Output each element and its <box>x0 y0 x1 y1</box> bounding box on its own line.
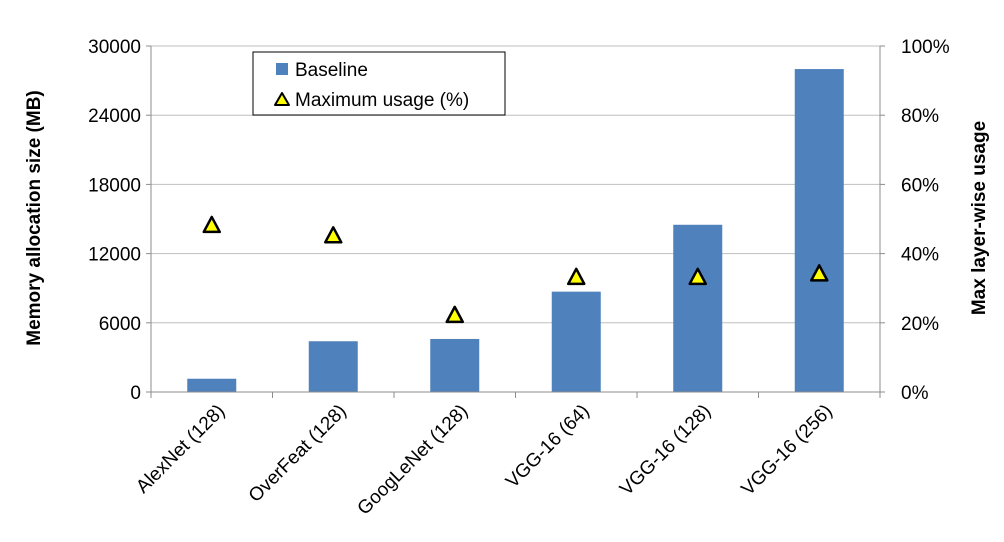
max-usage-marker <box>324 226 343 244</box>
max-usage-marker <box>445 305 464 324</box>
y-tick-label-right: 60% <box>901 175 939 196</box>
bar <box>308 341 358 392</box>
max-usage-marker <box>810 264 829 282</box>
max-usage-marker <box>202 215 221 234</box>
axes <box>146 45 885 398</box>
legend: Baseline Maximum usage (%) <box>252 51 506 116</box>
bar <box>430 338 480 392</box>
category-label: VGG-16 (256) <box>738 401 837 500</box>
y-tick-label-right: 100% <box>901 37 950 58</box>
y-tick-label-left: 6000 <box>99 314 141 335</box>
right-tick-labels: 0% 20% 40% 60% 80% 100% <box>901 37 950 404</box>
legend-label-max-usage: Maximum usage (%) <box>295 90 469 111</box>
max-usage-marker <box>688 267 707 286</box>
left-tick-labels: 0 6000 12000 18000 24000 30000 <box>88 37 141 404</box>
y-axis-title-left: Memory allocation size (MB) <box>24 90 45 346</box>
bar <box>673 224 723 392</box>
category-label: GoogLeNet (128) <box>354 401 473 520</box>
y-tick-label-left: 24000 <box>88 106 141 127</box>
category-label: OverFeat (128) <box>245 401 351 507</box>
category-label: VGG-16 (128) <box>616 401 715 500</box>
category-label: VGG-16 (64) <box>502 401 594 493</box>
y-tick-label-left: 0 <box>130 383 141 404</box>
bar <box>794 69 844 393</box>
y-tick-label-right: 80% <box>901 106 939 127</box>
bar <box>187 378 237 392</box>
legend-swatch-baseline <box>276 63 288 75</box>
markers <box>202 215 829 324</box>
legend-marker-max-usage <box>274 92 290 106</box>
y-tick-label-right: 0% <box>901 383 929 404</box>
legend-label-baseline: Baseline <box>295 60 368 81</box>
category-label: AlexNet (128) <box>132 401 229 498</box>
y-tick-label-right: 40% <box>901 245 939 266</box>
y-tick-label-right: 20% <box>901 314 939 335</box>
y-axis-title-right: Max layer-wise usage <box>969 121 990 315</box>
y-tick-label-left: 18000 <box>88 175 141 196</box>
category-labels: AlexNet (128) OverFeat (128) GoogLeNet (12… <box>132 401 836 520</box>
legend-box <box>252 51 506 116</box>
y-tick-label-left: 30000 <box>88 37 141 58</box>
y-tick-label-left: 12000 <box>88 245 141 266</box>
bars <box>187 69 844 393</box>
max-usage-marker <box>567 267 586 286</box>
bar <box>551 291 601 392</box>
